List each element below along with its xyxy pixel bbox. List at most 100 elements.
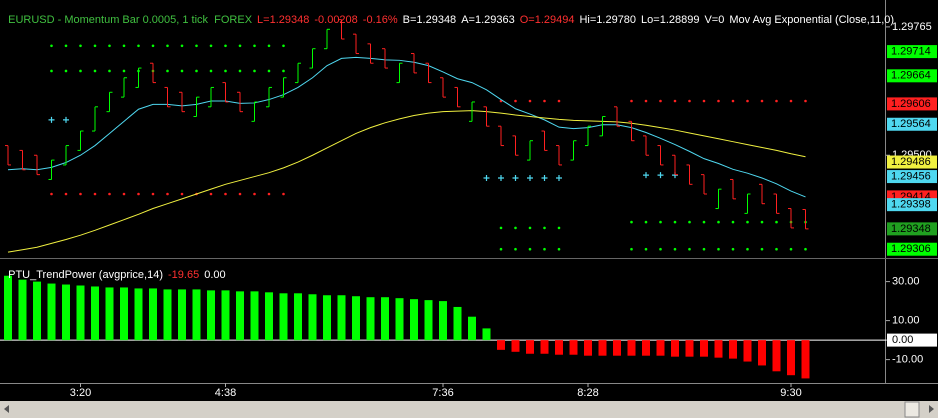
bar	[294, 293, 302, 341]
level-dot	[79, 44, 82, 48]
level-dot	[195, 44, 198, 48]
level-dot	[238, 44, 242, 48]
scroll-right[interactable]	[929, 405, 934, 413]
bar	[526, 340, 534, 354]
bar	[192, 289, 201, 341]
bar	[76, 285, 85, 341]
bar	[381, 297, 389, 341]
level-dot	[688, 220, 691, 224]
bar	[714, 340, 723, 358]
bar	[308, 294, 317, 341]
level-dot	[731, 220, 735, 224]
bar	[279, 293, 288, 341]
indicator-value: -19.65	[168, 269, 200, 281]
symbol: EURUSD - Momentum Bar 0.0005, 1 tick FOR…	[8, 14, 253, 26]
level-dot	[50, 44, 53, 48]
bar	[134, 288, 143, 341]
bar	[729, 340, 737, 359]
bar	[497, 340, 505, 350]
bar	[47, 283, 56, 341]
bar	[91, 286, 99, 341]
bar	[265, 292, 273, 341]
level-dot	[760, 99, 764, 103]
level-dot	[224, 192, 227, 196]
price-tag-label: 1.29398	[891, 199, 931, 211]
scroll-thumb[interactable]	[904, 401, 920, 418]
level-dot	[122, 44, 126, 48]
level-dot	[209, 44, 213, 48]
change: -0.00208	[314, 14, 358, 26]
y-tick-label: 10.00	[892, 315, 920, 327]
level-dot	[108, 44, 111, 48]
level-dot	[717, 99, 720, 103]
bar	[236, 291, 244, 341]
x-tick-label: 9:30	[780, 387, 801, 399]
level-dot	[79, 192, 82, 196]
price-tag-label: 1.29486	[891, 156, 931, 168]
level-dot	[108, 192, 111, 196]
price-tag	[887, 69, 937, 83]
level-dot	[557, 99, 561, 103]
level-dot	[804, 247, 807, 251]
bar	[453, 306, 462, 341]
bar	[627, 340, 636, 356]
high: Hi=1.29780	[579, 14, 637, 26]
bar	[424, 300, 433, 341]
level-dot	[557, 247, 561, 251]
y-tick-label: -10.00	[892, 354, 923, 366]
indicator-header: PTU_TrendPower (avgprice,14) -19.65 0.00	[2, 257, 231, 281]
level-dot	[93, 44, 97, 48]
bar	[221, 290, 230, 341]
level-dot	[528, 247, 532, 251]
level-dot	[746, 220, 749, 224]
x-tick-label: 8:28	[577, 387, 598, 399]
price-tag	[887, 170, 937, 184]
level-plus	[643, 172, 649, 179]
level-plus	[63, 116, 69, 123]
level-dot	[644, 220, 648, 224]
level-dot	[64, 69, 68, 73]
bar	[323, 295, 331, 341]
level-dot	[673, 247, 677, 251]
level-dot	[746, 99, 749, 103]
level-dot	[79, 69, 82, 73]
chart-header: EURUSD - Momentum Bar 0.0005, 1 tick FOR…	[2, 2, 899, 26]
level-dot	[514, 247, 517, 251]
level-dot	[151, 192, 155, 196]
level-plus	[556, 175, 562, 182]
level-dot	[282, 69, 285, 73]
bar	[178, 289, 186, 341]
bar	[613, 340, 621, 356]
level-dot	[180, 69, 184, 73]
bar	[105, 287, 114, 341]
level-dot	[630, 99, 633, 103]
bar	[772, 340, 781, 372]
bar	[540, 340, 549, 354]
x-tick-label: 4:38	[215, 387, 236, 399]
level-plus	[541, 175, 548, 182]
level-dot	[804, 99, 807, 103]
scrollbar[interactable]	[0, 401, 938, 418]
bar	[395, 298, 404, 341]
level-dot	[282, 44, 285, 48]
indicator: Mov Avg Exponential (Close,11,0)	[729, 14, 895, 26]
level-dot	[267, 44, 271, 48]
change-pct: -0.16%	[362, 14, 398, 26]
level-dot	[717, 220, 720, 224]
bar	[642, 340, 650, 356]
level-dot	[93, 192, 97, 196]
level-dot	[180, 192, 184, 196]
level-dot	[151, 44, 155, 48]
price-tag	[887, 222, 937, 236]
bar	[4, 275, 12, 341]
level-dot	[702, 220, 706, 224]
scroll-left[interactable]	[4, 405, 9, 413]
level-dot	[731, 99, 735, 103]
bar	[62, 284, 70, 341]
price-tag-label: 1.29348	[891, 223, 931, 235]
level-dot	[93, 69, 97, 73]
level-dot	[238, 192, 242, 196]
last: L=1.29348	[257, 14, 310, 26]
low: Lo=1.28899	[641, 14, 700, 26]
